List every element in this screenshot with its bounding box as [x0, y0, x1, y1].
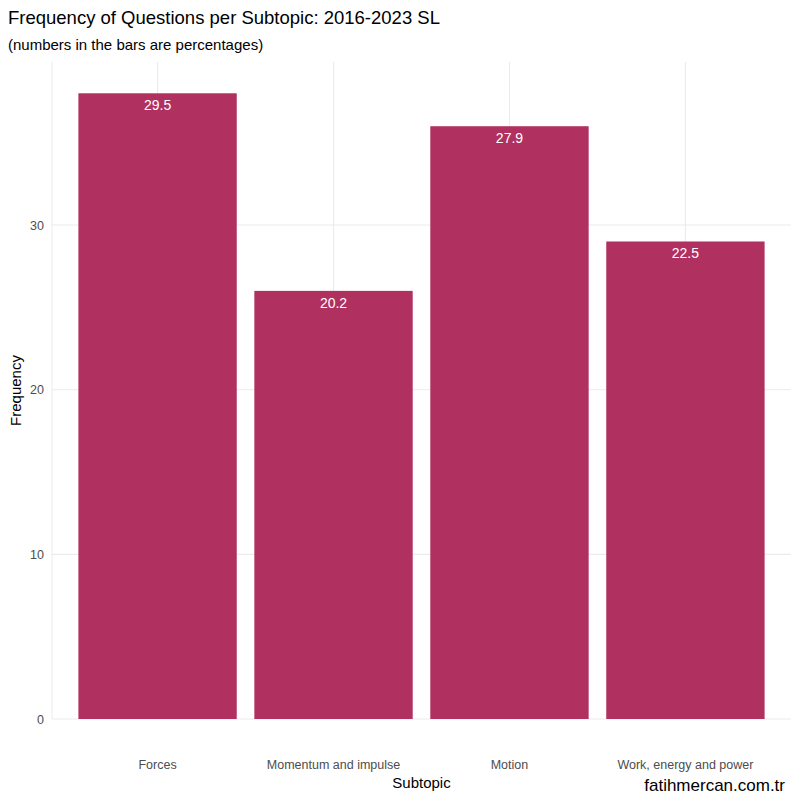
bars: [78, 93, 764, 719]
y-tick-label: 20: [30, 383, 44, 397]
x-tick-label: Motion: [491, 758, 529, 772]
y-tick-label: 0: [37, 713, 44, 727]
title: Frequency of Questions per Subtopic: 201…: [8, 7, 440, 28]
bar-label: 29.5: [144, 97, 171, 113]
y-axis-line: [52, 62, 53, 719]
y-axis-title: Frequency: [7, 355, 24, 426]
chart-svg: 29.5 20.2 27.9 22.5 0 10 20 30 Forces Momentum an…: [0, 0, 800, 800]
grid: [52, 62, 791, 719]
bar-label: 27.9: [496, 130, 523, 146]
bar: [430, 126, 588, 719]
bar-label: 22.5: [672, 245, 699, 261]
caption: fatihmercan.com.tr: [644, 776, 785, 795]
y-tick-label: 30: [30, 219, 44, 233]
bar-labels: 29.5 20.2 27.9 22.5: [144, 97, 699, 311]
bar-label: 20.2: [320, 295, 347, 311]
x-tick-label: Momentum and impulse: [267, 758, 400, 772]
chart-container: 29.5 20.2 27.9 22.5 0 10 20 30 Forces Momentum an…: [0, 0, 800, 800]
x-tick-label: Forces: [138, 758, 176, 772]
bar: [78, 93, 236, 719]
x-tick-label: Work, energy and power: [617, 758, 753, 772]
y-tick-label: 10: [30, 548, 44, 562]
background: [0, 0, 800, 800]
bar: [254, 291, 412, 719]
subtitle: (numbers in the bars are percentages): [8, 36, 263, 53]
x-axis-title: Subtopic: [392, 774, 451, 791]
bar: [606, 241, 764, 719]
